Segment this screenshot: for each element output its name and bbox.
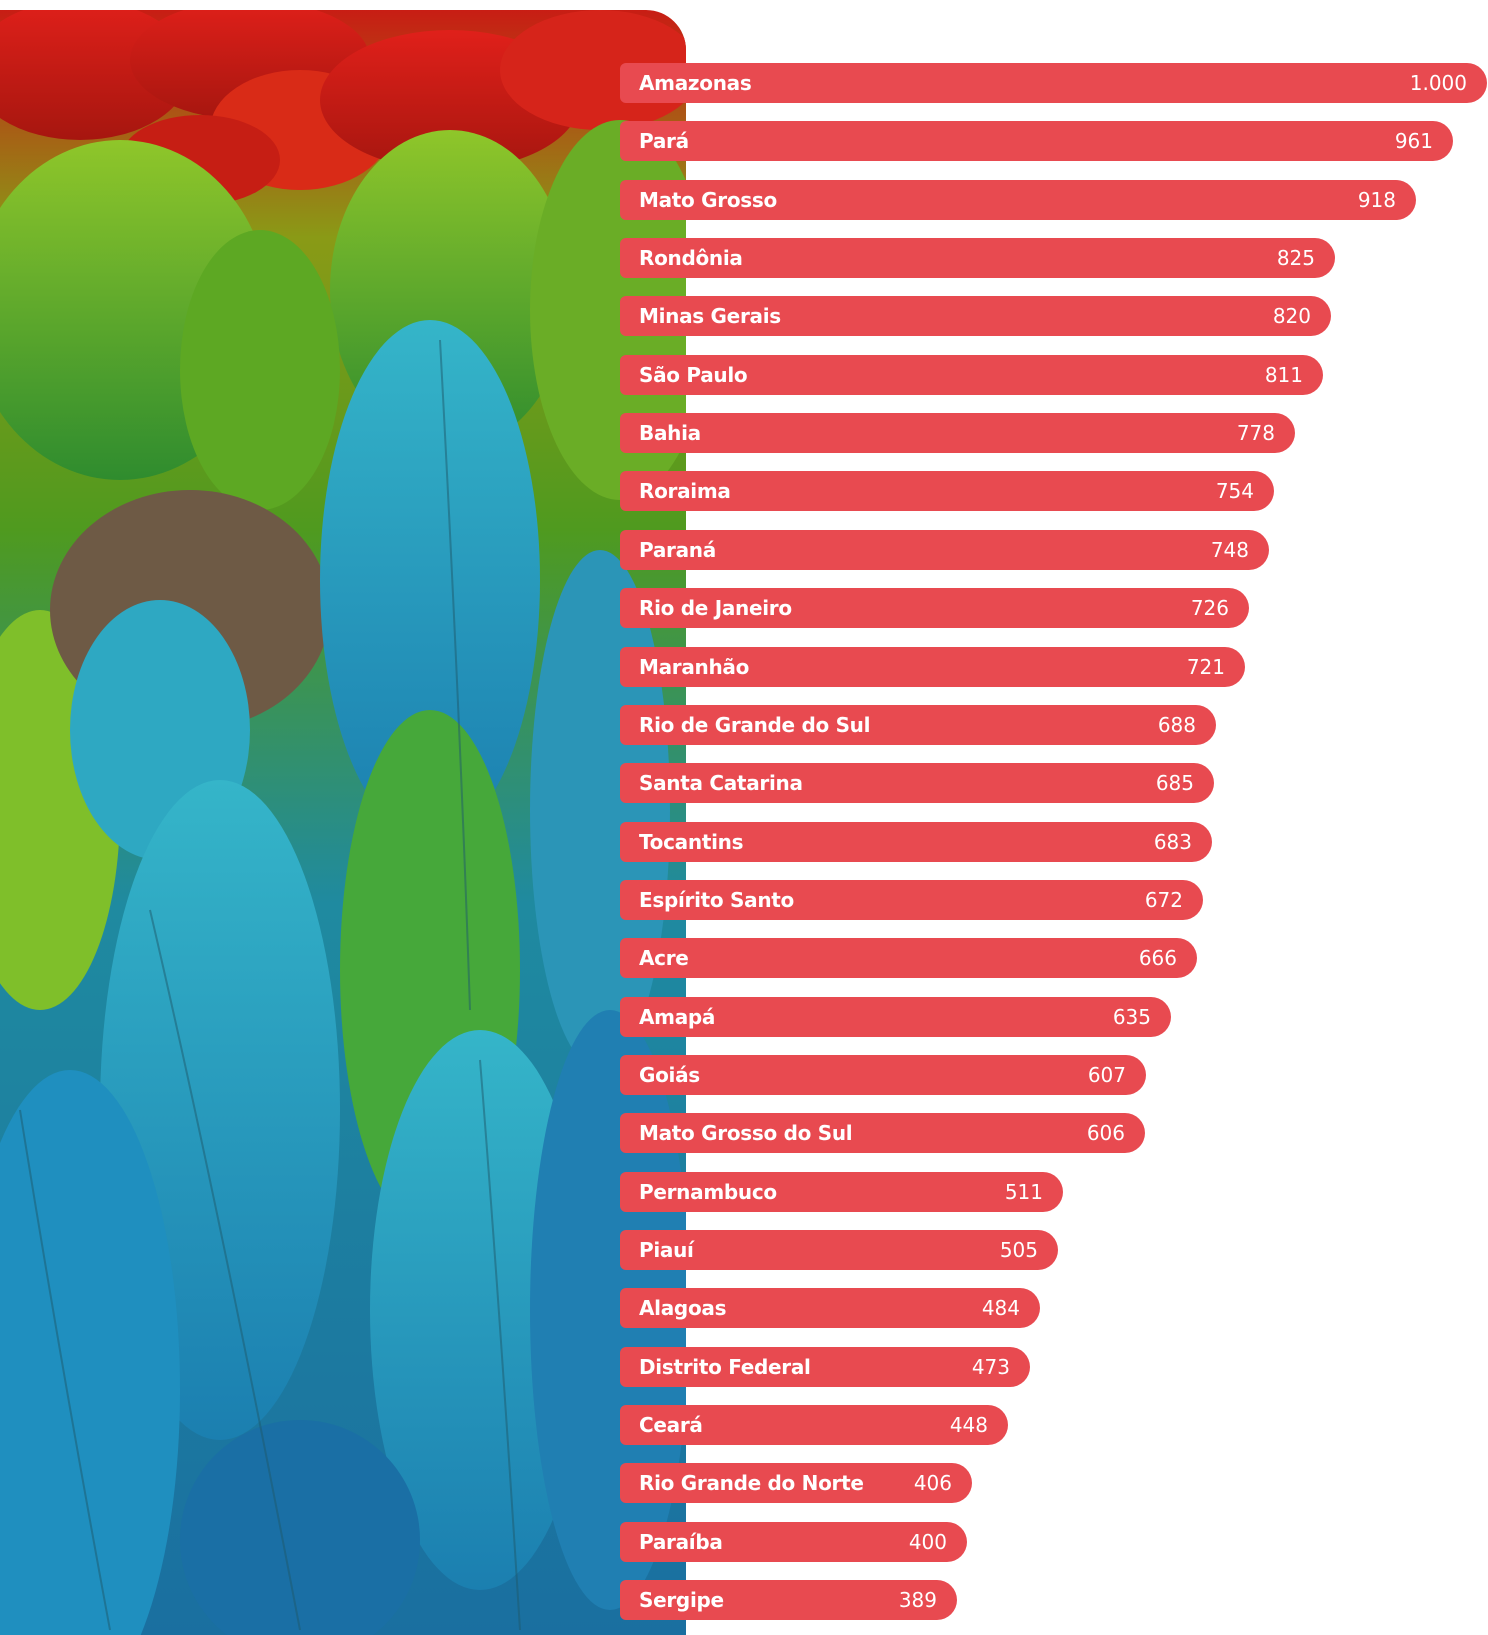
bar-label: Espírito Santo [639, 887, 794, 912]
bar: Pará 961 [620, 121, 1453, 162]
bar-value-label: 918 [1357, 187, 1396, 212]
bar: Amazonas 1.000 [620, 63, 1487, 103]
bar-value-label: 961 [1394, 129, 1433, 154]
bar-value-label: 825 [1276, 246, 1315, 271]
bar: Mato Grosso do Sul 606 [620, 1113, 1145, 1154]
bar-label: Alagoas [639, 1296, 727, 1321]
bar: Santa Catarina 685 [620, 763, 1214, 804]
bar: Ceará 448 [620, 1405, 1008, 1446]
bar-label: Pará [639, 129, 689, 154]
bar-label: Amapá [639, 1004, 716, 1029]
bar: Bahia 778 [620, 413, 1295, 454]
bar-value-label: 511 [1004, 1179, 1043, 1204]
bar-label: Minas Gerais [639, 304, 781, 329]
bar-value-label: 685 [1155, 771, 1194, 796]
bar-label: São Paulo [639, 362, 748, 387]
bar-value-label: 484 [981, 1296, 1020, 1321]
bar: Espírito Santo 672 [620, 879, 1203, 920]
bar-label: Maranhão [639, 654, 750, 679]
bar: Pernambuco 511 [620, 1171, 1063, 1212]
bar-value-label: 748 [1210, 537, 1249, 562]
bar-value-label: 778 [1236, 421, 1275, 446]
bar-label: Rio Grande do Norte [639, 1471, 864, 1496]
bar: Rio de Grande do Sul 688 [620, 704, 1216, 745]
bar-value-label: 726 [1190, 596, 1229, 621]
bar-label: Piauí [639, 1238, 694, 1262]
bar-value-label: 721 [1186, 654, 1225, 679]
bar: Amapá 635 [620, 996, 1171, 1037]
bar-value-label: 666 [1138, 946, 1177, 971]
bar-label: Pernambuco [639, 1179, 777, 1204]
bar: Goiás 607 [620, 1054, 1146, 1095]
bar-value-label: 406 [913, 1471, 952, 1496]
bar: Paraná 748 [620, 529, 1269, 570]
bar-value-label: 505 [999, 1238, 1038, 1262]
bar-label: Amazonas [639, 71, 752, 95]
bar: Alagoas 484 [620, 1288, 1040, 1329]
bar-value-label: 688 [1157, 712, 1196, 737]
bar: Rondônia 825 [620, 238, 1335, 279]
bar-label: Santa Catarina [639, 771, 803, 796]
bar: Roraima 754 [620, 471, 1274, 512]
bar: Distrito Federal 473 [620, 1346, 1030, 1387]
bar-value-label: 1.000 [1409, 71, 1467, 95]
bar-label: Ceará [639, 1413, 703, 1438]
bar-value-label: 389 [898, 1588, 937, 1613]
bar-value-label: 448 [949, 1413, 988, 1438]
bar: Acre 666 [620, 938, 1197, 979]
bar: Tocantins 683 [620, 821, 1212, 862]
bar-value-label: 754 [1215, 479, 1254, 504]
bar-value-label: 607 [1087, 1062, 1126, 1087]
bar-label: Mato Grosso [639, 187, 777, 212]
bar: Piauí 505 [620, 1230, 1058, 1270]
bar-value-label: 683 [1153, 829, 1192, 854]
bar: Sergipe 389 [620, 1580, 957, 1621]
bar-label: Paraíba [639, 1529, 723, 1554]
bar-label: Distrito Federal [639, 1354, 811, 1379]
bar-value-label: 606 [1086, 1121, 1125, 1146]
bar-value-label: 635 [1112, 1004, 1151, 1029]
bar: Maranhão 721 [620, 646, 1245, 687]
bar: Mato Grosso 918 [620, 179, 1416, 220]
bar-label: Roraima [639, 479, 731, 504]
bar-label: Rio de Janeiro [639, 596, 792, 621]
bar: Rio de Janeiro 726 [620, 588, 1249, 629]
bar-value-label: 473 [971, 1354, 1010, 1379]
macaw-feathers-photo [0, 10, 686, 1635]
bar: Rio Grande do Norte 406 [620, 1463, 972, 1504]
bar-value-label: 400 [908, 1529, 947, 1554]
bar-label: Acre [639, 946, 689, 971]
bar-value-label: 811 [1264, 362, 1303, 387]
bar-label: Rondônia [639, 246, 743, 271]
bar: Minas Gerais 820 [620, 296, 1331, 337]
bar-label: Goiás [639, 1062, 700, 1087]
bar-label: Sergipe [639, 1588, 724, 1613]
bar: Paraíba 400 [620, 1521, 967, 1562]
bar-value-label: 820 [1272, 304, 1311, 329]
bar-label: Tocantins [639, 829, 744, 854]
bar-value-label: 672 [1144, 887, 1183, 912]
bar: São Paulo 811 [620, 354, 1323, 395]
bar-label: Mato Grosso do Sul [639, 1121, 853, 1146]
bar-label: Rio de Grande do Sul [639, 712, 871, 737]
bar-label: Paraná [639, 537, 716, 562]
bar-label: Bahia [639, 421, 701, 446]
